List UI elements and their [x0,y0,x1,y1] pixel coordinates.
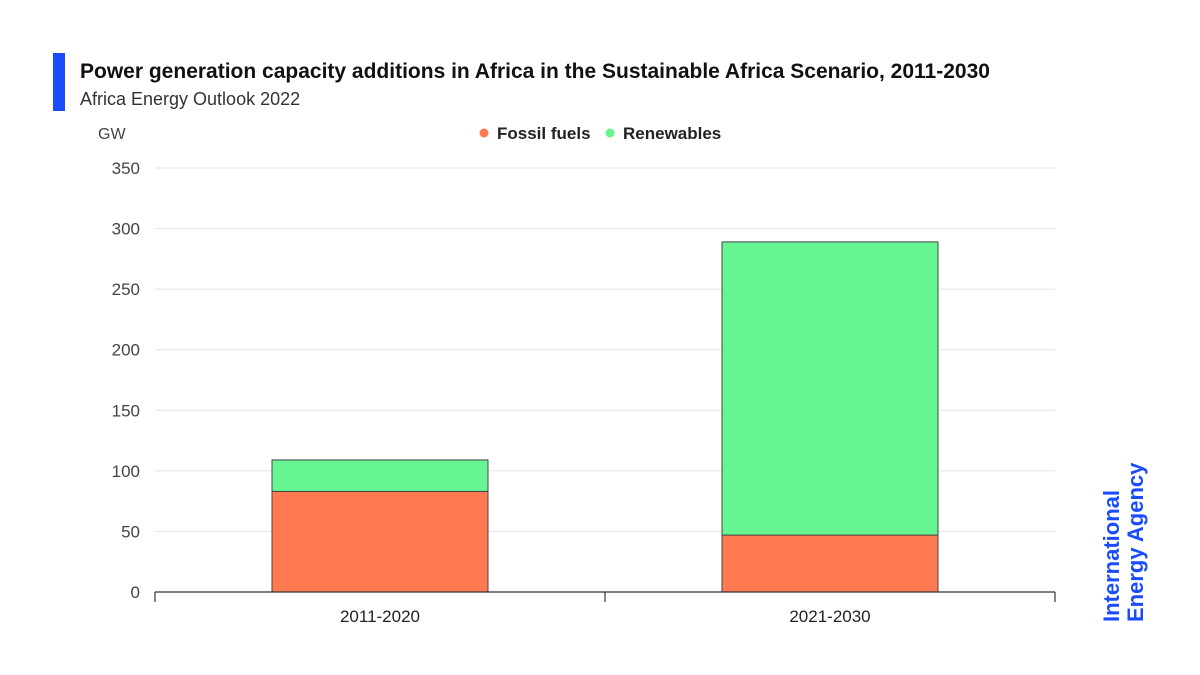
x-tick-label: 2011-2020 [340,607,420,626]
x-tick-label: 2021-2030 [789,607,870,626]
brand-line-2: Energy Agency [1123,462,1148,622]
accent-bar [53,53,65,111]
y-tick-label: 300 [112,220,140,239]
legend-label: Renewables [623,124,721,143]
y-tick-label: 50 [121,522,140,541]
bar-segment-renewables [721,241,939,536]
legend-swatch [605,128,615,138]
y-tick-label: 350 [112,159,140,178]
y-tick-label: 100 [112,462,140,481]
chart-title: Power generation capacity additions in A… [80,60,990,83]
y-tick-label: 150 [112,401,140,420]
legend-label: Fossil fuels [497,124,591,143]
bar-segment-fossil-fuels [721,534,939,593]
chart-subtitle: Africa Energy Outlook 2022 [80,89,301,109]
y-axis-unit-label: GW [98,126,126,143]
y-tick-label: 0 [131,583,140,602]
y-tick-label: 250 [112,280,140,299]
legend-swatch [479,128,489,138]
iea-logo: International Energy Agency [1099,462,1148,622]
bar-segment-fossil-fuels [271,490,489,593]
brand-line-1: International [1099,489,1124,622]
y-tick-label: 200 [112,341,140,360]
bar-segment-renewables [271,459,489,492]
